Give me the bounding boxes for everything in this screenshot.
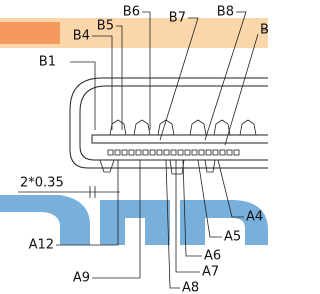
- watermark-shape: [100, 200, 170, 245]
- connector: [70, 78, 268, 174]
- callout: B6: [123, 5, 140, 20]
- pin-row: [108, 150, 239, 155]
- callout: B: [260, 23, 268, 38]
- callout: B4: [73, 29, 90, 44]
- page: B1 B4 B5 B6 B7 B8 B A12 A9 A8 A7 A6 A5 A…: [0, 0, 320, 294]
- watermark: [0, 18, 268, 245]
- callout: A6: [204, 249, 221, 264]
- callout: A7: [202, 265, 219, 280]
- inner-shell: [80, 86, 268, 160]
- callout: B7: [169, 11, 186, 26]
- callout: A4: [246, 210, 263, 225]
- callout: A12: [29, 238, 54, 253]
- pin-contacts: [92, 120, 268, 135]
- drawing: B1 B4 B5 B6 B7 B8 B A12 A9 A8 A7 A6 A5 A…: [0, 0, 268, 294]
- tongue: [92, 135, 268, 143]
- watermark-band: [0, 22, 60, 44]
- callout: B1: [39, 55, 56, 70]
- dimension-label: 2*0.35: [20, 176, 64, 191]
- callout: A5: [224, 230, 241, 245]
- feet: [100, 160, 215, 174]
- callout: A8: [182, 281, 199, 294]
- callout: A9: [73, 271, 90, 286]
- callout: B5: [97, 19, 114, 34]
- callout: B8: [217, 5, 234, 20]
